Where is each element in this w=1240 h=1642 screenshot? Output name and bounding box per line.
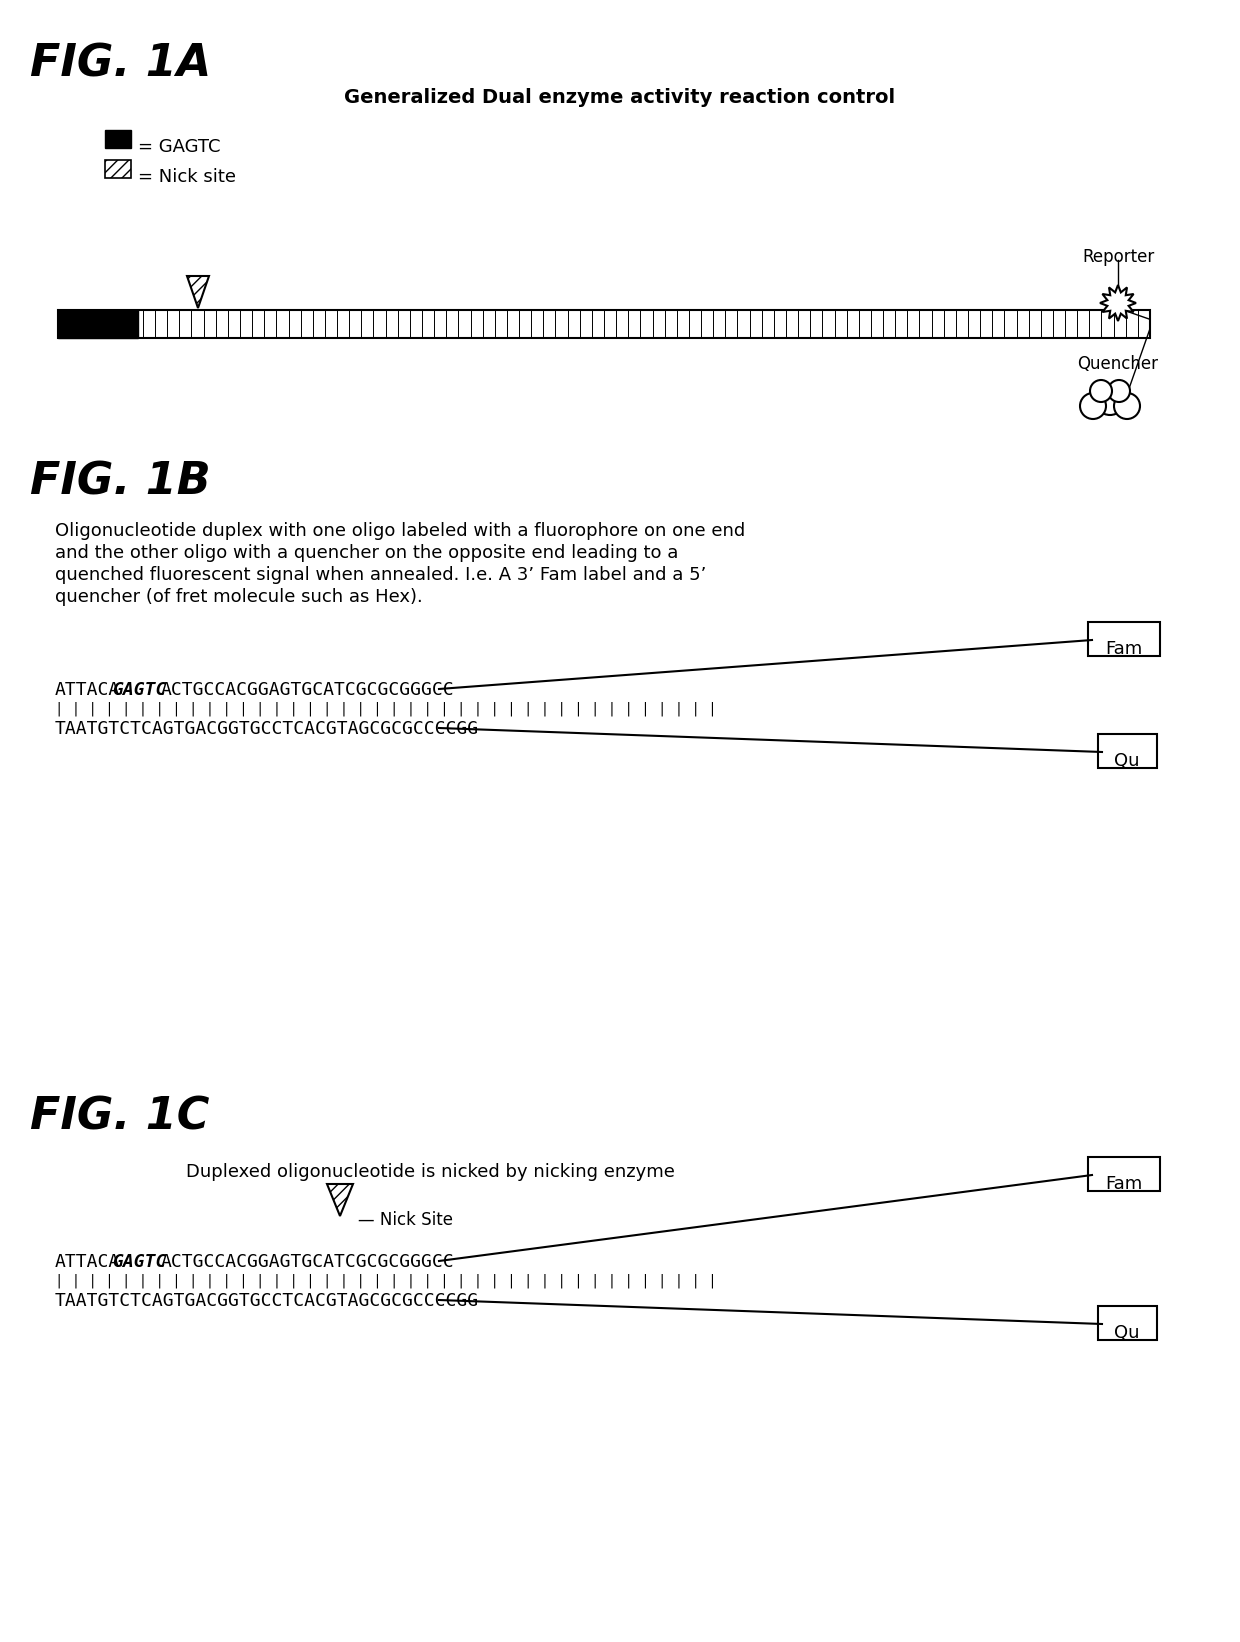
Text: = GAGTC: = GAGTC <box>138 138 221 156</box>
FancyBboxPatch shape <box>1097 734 1157 768</box>
Text: and the other oligo with a quencher on the opposite end leading to a: and the other oligo with a quencher on t… <box>55 544 678 562</box>
Circle shape <box>1114 392 1140 419</box>
Text: quencher (of fret molecule such as Hex).: quencher (of fret molecule such as Hex). <box>55 588 423 606</box>
Polygon shape <box>327 1184 353 1217</box>
Text: Qu: Qu <box>1115 1323 1140 1342</box>
Text: Duplexed oligonucleotide is nicked by nicking enzyme: Duplexed oligonucleotide is nicked by ni… <box>186 1163 675 1181</box>
Text: ACTGCCACGGAGTGCATCGCGCGGGCC: ACTGCCACGGAGTGCATCGCGCGGGCC <box>161 681 454 699</box>
Text: | | | | | | | | | | | | | | | | | | | | | | | | | | | | | | | | | | | | | | | |: | | | | | | | | | | | | | | | | | | | | … <box>55 701 717 716</box>
Polygon shape <box>187 276 210 309</box>
Bar <box>105 130 131 148</box>
Text: FIG. 1B: FIG. 1B <box>30 460 211 502</box>
Text: Quencher: Quencher <box>1078 355 1158 373</box>
Text: ATTACA: ATTACA <box>55 681 120 699</box>
Text: ATTACA: ATTACA <box>55 1253 120 1271</box>
Circle shape <box>1109 379 1130 402</box>
Circle shape <box>1095 384 1125 415</box>
Text: — Nick Site: — Nick Site <box>358 1212 453 1228</box>
Text: FIG. 1A: FIG. 1A <box>30 43 211 85</box>
Text: Qu: Qu <box>1115 752 1140 770</box>
Text: Generalized Dual enzyme activity reaction control: Generalized Dual enzyme activity reactio… <box>345 89 895 107</box>
Text: TAATGTCTCAGTGACGGTGCCTCACGTAGCGCGCCCCGG: TAATGTCTCAGTGACGGTGCCTCACGTAGCGCGCCCCGG <box>55 1292 479 1310</box>
Text: quenched fluorescent signal when annealed. I.e. A 3’ Fam label and a 5’: quenched fluorescent signal when anneale… <box>55 566 707 585</box>
Text: | | | | | | | | | | | | | | | | | | | | | | | | | | | | | | | | | | | | | | | |: | | | | | | | | | | | | | | | | | | | | … <box>55 1273 717 1287</box>
Text: GAGTC: GAGTC <box>113 1253 167 1271</box>
Text: Reporter: Reporter <box>1081 248 1154 266</box>
Bar <box>58 310 138 338</box>
Circle shape <box>1090 379 1112 402</box>
FancyBboxPatch shape <box>1087 1158 1159 1190</box>
Bar <box>58 310 1149 338</box>
Text: Fam: Fam <box>1105 640 1142 658</box>
Text: GAGTC: GAGTC <box>113 681 167 699</box>
Text: Fam: Fam <box>1105 1176 1142 1194</box>
FancyBboxPatch shape <box>1087 622 1159 657</box>
Text: ACTGCCACGGAGTGCATCGCGCGGGCC: ACTGCCACGGAGTGCATCGCGCGGGCC <box>161 1253 454 1271</box>
Bar <box>105 159 131 177</box>
Text: TAATGTCTCAGTGACGGTGCCTCACGTAGCGCGCCCCGG: TAATGTCTCAGTGACGGTGCCTCACGTAGCGCGCCCCGG <box>55 719 479 737</box>
Polygon shape <box>1100 286 1136 320</box>
Text: Oligonucleotide duplex with one oligo labeled with a fluorophore on one end: Oligonucleotide duplex with one oligo la… <box>55 522 745 540</box>
FancyBboxPatch shape <box>1097 1305 1157 1340</box>
Text: = Nick site: = Nick site <box>138 167 236 186</box>
Circle shape <box>1080 392 1106 419</box>
Text: FIG. 1C: FIG. 1C <box>30 1095 210 1138</box>
